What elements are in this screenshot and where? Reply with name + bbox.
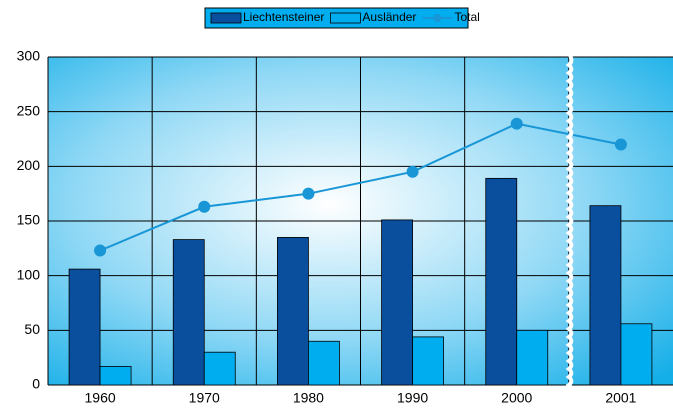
- x-tick-label: 1990: [397, 390, 428, 406]
- y-tick-label: 300: [17, 48, 41, 64]
- y-tick-label: 200: [17, 157, 41, 173]
- bar: [99, 366, 132, 386]
- bar: [620, 323, 653, 386]
- bar: [203, 351, 236, 386]
- point: [406, 165, 419, 178]
- point: [94, 244, 107, 257]
- x-tick-label: 2000: [501, 390, 532, 406]
- y-tick-label: 250: [17, 102, 41, 118]
- bar: [172, 239, 205, 386]
- point: [510, 117, 523, 130]
- y-tick-label: 50: [24, 321, 40, 337]
- x-tick-label: 1970: [189, 390, 220, 406]
- point: [614, 138, 627, 151]
- bar: [589, 205, 622, 386]
- bar: [485, 177, 518, 386]
- y-tick-label: 150: [17, 212, 41, 228]
- point: [302, 187, 315, 200]
- legend: Liechtensteiner Ausländer Total: [204, 7, 480, 29]
- legend-label: Liechtensteiner: [243, 10, 324, 24]
- x-tick-label: 1980: [293, 390, 324, 406]
- y-tick-label: 100: [17, 266, 41, 282]
- bar: [308, 340, 340, 386]
- bar: [68, 268, 101, 386]
- bar: [381, 219, 413, 386]
- line: [99, 122, 622, 252]
- legend-marker: [433, 14, 442, 22]
- legend-swatch: [329, 12, 361, 24]
- x-tick-label: 2001: [605, 390, 636, 406]
- y-tick-label: 0: [32, 376, 40, 392]
- legend-swatch: [210, 12, 242, 24]
- bar: [516, 329, 549, 386]
- legend-label: Ausländer: [362, 10, 416, 24]
- bar: [412, 336, 444, 386]
- legend-label: Total: [454, 10, 479, 24]
- axis-break: [565, 51, 574, 395]
- x-tick-label: 1960: [85, 390, 116, 406]
- point: [198, 200, 211, 213]
- bar: [277, 236, 309, 386]
